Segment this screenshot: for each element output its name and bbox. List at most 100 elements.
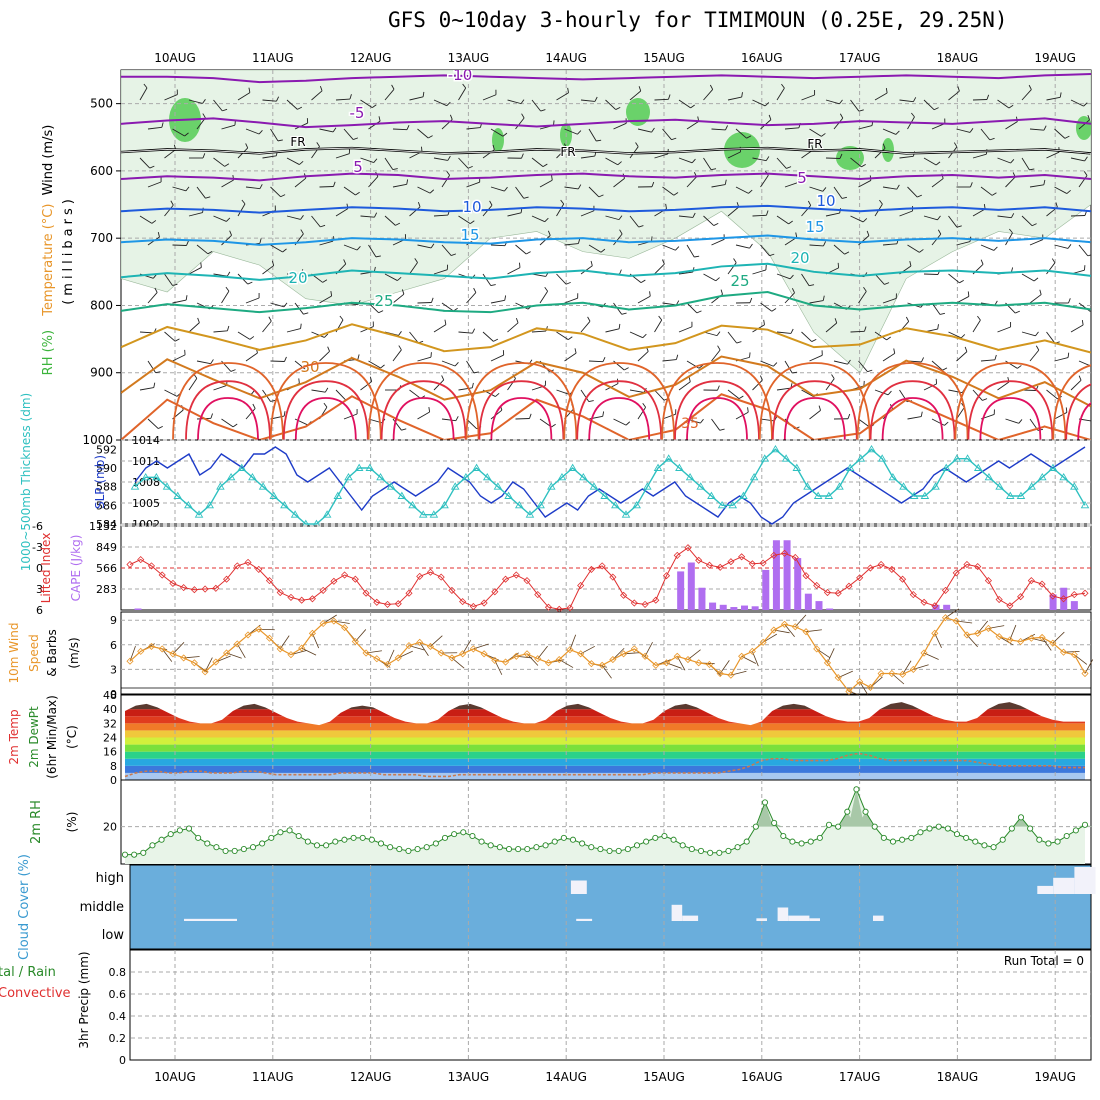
thickness-point [856, 454, 866, 462]
wind-barb-flag [283, 302, 288, 308]
wind-barb [809, 300, 824, 304]
wind-barb [213, 215, 227, 222]
wind-barb [1046, 389, 1058, 400]
wind-speed-point [1081, 669, 1089, 678]
wind-barb-flag [863, 287, 867, 292]
wind-speed-point [920, 649, 928, 657]
li-tick-label: 3 [36, 583, 43, 596]
wind-barb-flag [969, 128, 974, 133]
thickness-point [760, 454, 770, 462]
rh-point [560, 834, 567, 841]
wind-speed-point [1049, 639, 1057, 647]
wind-barb-flag [170, 200, 174, 206]
boundary-isotherm [1077, 401, 1091, 440]
rh-point [451, 831, 458, 838]
thickness-point [237, 463, 247, 471]
cape-bar [826, 608, 834, 610]
wind-barb [1078, 119, 1090, 130]
wind-barb [727, 151, 741, 159]
wind-barb [433, 269, 448, 275]
wind-barb-flag [896, 184, 900, 190]
thickness-point [1080, 500, 1090, 509]
boundary-isotherm [588, 397, 651, 440]
wind-barb-flag [401, 289, 405, 295]
wind-barb [188, 322, 200, 333]
thickness-point [973, 463, 983, 471]
wind-barb [294, 418, 308, 426]
li-cape-panel: -6 -3 0 3 6 283 566 849 1132 Lifted Index CAPE (… [32, 520, 1092, 617]
wind-speed-point [770, 626, 778, 634]
wind-barb [850, 330, 865, 333]
wind-barb [760, 175, 769, 188]
wind-barb-flag [300, 323, 302, 329]
rh-point [707, 849, 714, 856]
wind-barb [482, 273, 492, 286]
wind-barb-flag [330, 290, 333, 297]
wind-barb-flag [792, 371, 798, 374]
wind-barb-flag [867, 369, 873, 373]
wind-barb-flag [781, 83, 785, 89]
wind-barb [605, 157, 618, 166]
wind-speed-point [1027, 634, 1035, 642]
cloud-block [1074, 867, 1096, 894]
boundary-isotherm [563, 362, 676, 440]
wind-barb [335, 98, 350, 101]
li-point [416, 572, 424, 580]
wind-barb-flag [397, 276, 402, 281]
wind-barb [874, 389, 889, 396]
wind-barb [972, 208, 986, 217]
cloud-block [576, 918, 593, 921]
li-point [1017, 593, 1025, 601]
wind-barb-flag [885, 87, 888, 94]
wind-barb [1070, 157, 1085, 162]
wind-barb [262, 155, 277, 159]
wind-barb [433, 157, 448, 161]
wind-speed-point [823, 659, 832, 667]
wind-barb-flag [1059, 92, 1062, 98]
bottom-date-labels: 10AUG 11AUG 12AUG 13AUG 14AUG 15AUG 16AUG 17AUG… [154, 1070, 1076, 1084]
wind-barb [221, 179, 234, 188]
pressure-tick-label: 600 [90, 164, 113, 178]
top-date-label: 18AUG [937, 51, 979, 65]
li-tick-label: 0 [36, 562, 43, 575]
wind-barb-flag [879, 199, 883, 205]
li-point [813, 581, 821, 590]
pressure-tick-label: 800 [90, 298, 113, 312]
wind-barb-flag [886, 336, 891, 341]
wind-barb-flag [822, 187, 827, 192]
wind-barb-flag [155, 371, 161, 374]
wind-barb [311, 90, 323, 101]
li-point [512, 571, 520, 579]
wind-barb-10m [559, 659, 574, 668]
wind-barb [147, 418, 159, 429]
wind-barb [997, 381, 1010, 391]
wind-barb-flag [768, 114, 772, 120]
top-date-labels: 10AUG 11AUG 12AUG 13AUG 14AUG 15AUG 16AUG 17AUG… [154, 51, 1076, 65]
isotherm [121, 290, 1091, 314]
wind-barb-flag [406, 179, 409, 185]
wind-barb [809, 244, 824, 247]
wind-barb [874, 331, 887, 341]
boundary-isotherm [282, 380, 369, 440]
wind-barb [727, 206, 740, 217]
wind-barb [678, 381, 691, 391]
wind-barb-flag [602, 411, 605, 417]
rh-point [1036, 836, 1043, 843]
wind-barb [784, 182, 799, 188]
li-point [201, 585, 209, 593]
boundary-isotherm [465, 362, 578, 440]
rh-point [880, 834, 887, 841]
thickness-point [664, 454, 673, 462]
wind-barb [948, 331, 962, 339]
wind-barb [286, 215, 301, 220]
rh-point [661, 832, 668, 840]
wind-barb [164, 389, 178, 397]
wind-barb-flag [303, 312, 309, 315]
cape-bar [762, 569, 770, 610]
wind-barb-flag [207, 250, 213, 255]
wind-speed-point [673, 652, 681, 660]
wind-barb-flag [471, 382, 474, 388]
wind-barb [662, 359, 677, 362]
thickness-point [877, 454, 887, 462]
cape-bar [1049, 594, 1057, 610]
